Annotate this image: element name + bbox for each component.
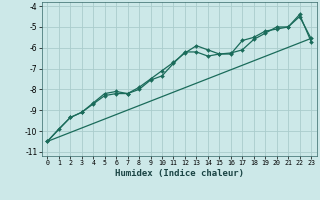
X-axis label: Humidex (Indice chaleur): Humidex (Indice chaleur) — [115, 169, 244, 178]
